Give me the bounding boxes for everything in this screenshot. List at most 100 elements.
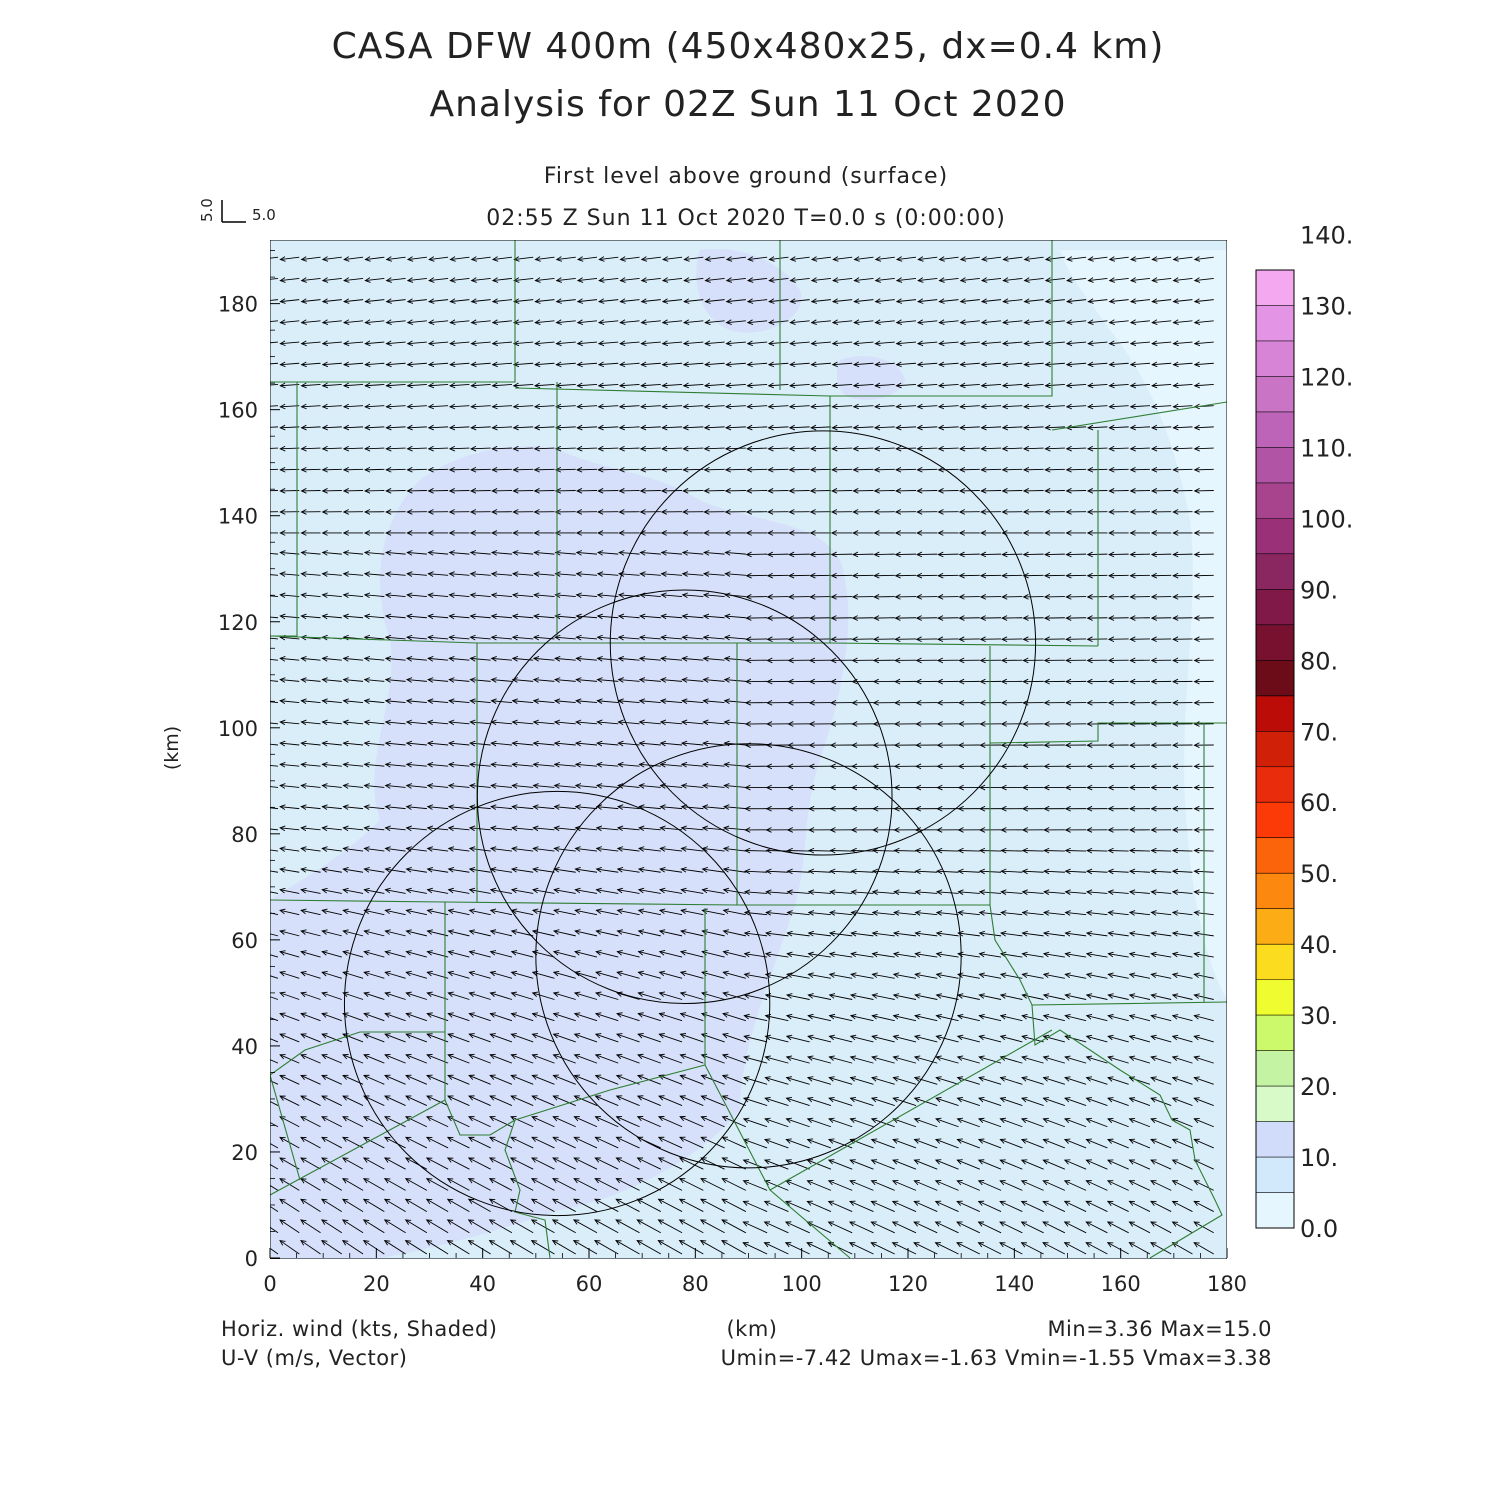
wind-vector [808, 721, 831, 727]
wind-vector [681, 634, 704, 641]
wind-vector [763, 1159, 789, 1170]
y-tick-label: 40 [231, 1035, 258, 1059]
wind-vector [363, 804, 385, 810]
wind-vector [1085, 1055, 1108, 1064]
wind-vector [745, 572, 768, 579]
wind-vector [870, 1076, 895, 1085]
wind-vector [828, 1034, 853, 1043]
county-boundary [1031, 1004, 1223, 1259]
wind-vector [682, 445, 704, 452]
wind-vector [468, 867, 491, 873]
wind-vector [1023, 277, 1044, 283]
wind-vector [300, 1136, 321, 1149]
wind-vector [809, 530, 831, 536]
wind-vector [980, 466, 1002, 473]
wind-vector [788, 488, 810, 494]
wind-vector [1193, 572, 1214, 579]
wind-vector [384, 740, 406, 747]
wind-vector [321, 466, 342, 473]
wind-vector [321, 277, 342, 283]
shaded-wind-speed [270, 249, 1227, 1258]
wind-vector [1172, 530, 1193, 536]
wind-vector [512, 530, 534, 536]
wind-vector [342, 445, 364, 452]
wind-vector [300, 1219, 321, 1234]
x-tick-label: 20 [363, 1272, 390, 1296]
wind-vector [270, 320, 279, 323]
wind-vector [300, 319, 321, 325]
wind-vector [1107, 951, 1129, 958]
wind-vector [1021, 827, 1044, 833]
wind-vector [279, 550, 300, 556]
wind-vector [893, 742, 917, 748]
wind-vector [895, 298, 917, 304]
wind-vector [552, 950, 576, 958]
wind-vector [300, 1198, 321, 1212]
wind-vector [553, 908, 576, 916]
wind-vector [554, 613, 576, 620]
wind-vector [597, 488, 619, 494]
wind-vector [1172, 678, 1193, 685]
wind-vector [937, 594, 959, 600]
wind-vector [490, 677, 512, 683]
colorbar-segment [1256, 447, 1294, 484]
wind-vector [916, 530, 938, 536]
wind-vector [300, 530, 321, 536]
wind-vector [534, 340, 555, 347]
wind-vector [575, 509, 598, 515]
wind-vector [702, 655, 725, 662]
wind-vector [893, 847, 917, 854]
wind-vector [342, 592, 364, 599]
wind-vector [342, 530, 364, 536]
colorbar-segment [1256, 979, 1294, 1016]
wind-vector [767, 340, 789, 347]
wind-vector [765, 827, 789, 833]
wind-vector [553, 825, 576, 832]
wind-vector [892, 972, 917, 979]
wind-vector [469, 656, 491, 662]
wind-vector [874, 403, 895, 410]
county-boundary [270, 1031, 445, 1076]
wind-vector [448, 466, 470, 473]
wind-vector [1001, 488, 1023, 494]
wind-vector [279, 488, 300, 494]
wind-vector [808, 827, 831, 833]
wind-vector [699, 1198, 725, 1212]
wind-vector [980, 319, 1002, 325]
wind-vector [1085, 1097, 1108, 1106]
wind-vector [1129, 699, 1150, 706]
wind-vector [615, 1219, 640, 1234]
wind-vector [1171, 763, 1193, 770]
wind-vector [553, 740, 576, 747]
wind-vector [872, 678, 895, 685]
wind-vector [1064, 1076, 1087, 1085]
wind-vector [1108, 466, 1129, 473]
wind-vector [470, 277, 491, 283]
wind-vector [270, 490, 279, 492]
wind-vector [279, 613, 300, 620]
wind-vector [852, 488, 874, 494]
wind-vector [744, 805, 768, 812]
wind-vector [636, 1219, 662, 1234]
wind-vector [279, 361, 300, 368]
wind-vector [659, 866, 683, 873]
wind-vector [573, 1116, 598, 1128]
wind-vector [595, 950, 619, 958]
wind-vector [1065, 361, 1087, 368]
wind-vector [469, 550, 491, 556]
wind-vector [576, 466, 598, 473]
wind-vector [469, 740, 491, 747]
wind-vector [1043, 657, 1065, 664]
wind-vector [1085, 1159, 1108, 1170]
wind-vector [300, 613, 321, 620]
wind-vector [746, 319, 768, 325]
wind-vector [680, 846, 704, 852]
wind-vector [616, 866, 640, 873]
colorbar-label: 130. [1300, 292, 1353, 320]
wind-vector [980, 361, 1002, 368]
wind-vector [279, 825, 300, 832]
wind-vector [615, 1157, 640, 1170]
wind-vector [1108, 382, 1129, 389]
wind-vector [489, 1136, 513, 1149]
wind-vector [364, 256, 385, 262]
